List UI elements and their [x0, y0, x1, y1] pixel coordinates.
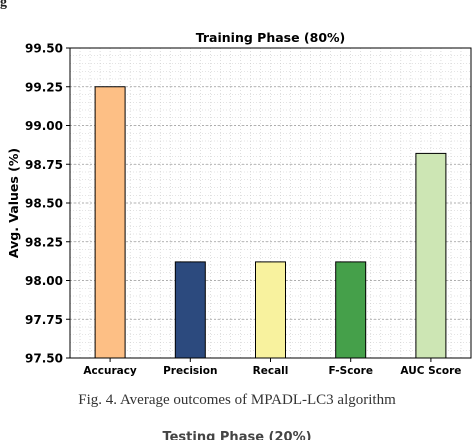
y-axis-label: Avg. Values (%)	[6, 148, 21, 258]
figure-caption: Fig. 4. Average outcomes of MPADL-LC3 al…	[78, 392, 396, 408]
y-tick-label: 98.50	[25, 197, 63, 211]
x-tick-label: Precision	[163, 365, 217, 377]
chart-title: Training Phase (80%)	[196, 30, 346, 45]
x-tick-label: Recall	[253, 365, 289, 377]
bar-precision	[174, 261, 206, 359]
y-tick-label: 99.00	[25, 119, 63, 133]
next-figure-heading-fragment: Testing Phase (20%)	[162, 430, 312, 440]
page-heading-fragment: g	[0, 0, 7, 10]
x-axis: Accuracy Precision Recall F-Score AUC Score	[83, 358, 461, 377]
y-tick-label: 98.75	[25, 158, 63, 172]
bar-accuracy	[94, 86, 126, 359]
y-tick-label: 98.25	[25, 235, 63, 249]
x-tick-label: F-Score	[328, 365, 373, 377]
bar-recall	[255, 261, 286, 359]
y-tick-label: 99.50	[25, 42, 63, 56]
chart-bars	[94, 86, 447, 359]
bar-auc-score	[415, 152, 447, 359]
y-tick-label: 97.75	[25, 313, 63, 327]
y-tick-label: 99.25	[25, 80, 63, 94]
x-tick-label: Accuracy	[83, 365, 137, 377]
y-axis: 97.50 97.75 98.00 98.25 98.50 98.75 99.00 99.25…	[25, 42, 70, 366]
y-tick-label: 97.50	[25, 352, 63, 366]
bar-f-score	[335, 261, 367, 359]
bar-chart: 97.50 97.75 98.00 98.25 98.50 98.75 99.00 99.25…	[6, 30, 472, 377]
y-tick-label: 98.00	[25, 274, 63, 288]
x-tick-label: AUC Score	[400, 365, 461, 377]
